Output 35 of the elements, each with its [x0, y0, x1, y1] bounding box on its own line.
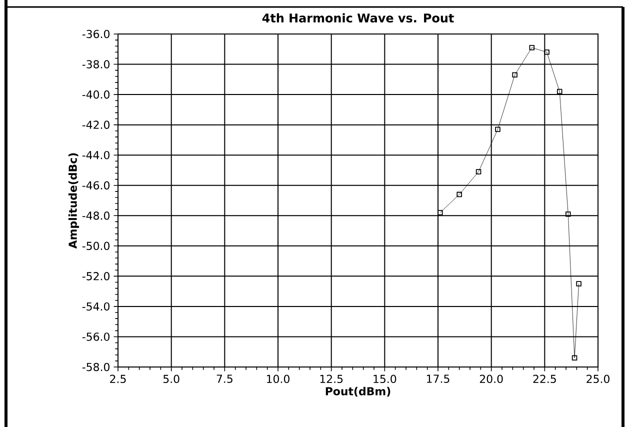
point	[456, 192, 462, 198]
x-tick-label: 5.0	[163, 374, 180, 384]
y-tick-label: -52.0	[82, 272, 110, 280]
y-tick-label: -58.0	[82, 362, 110, 372]
y-tick-label: -36.0	[82, 30, 110, 38]
point	[576, 281, 582, 286]
y-tick-label: -44.0	[82, 150, 110, 160]
point	[556, 88, 562, 94]
x-tick-label: 22.5	[533, 374, 556, 384]
y-tick-label: -48.0	[82, 212, 110, 220]
point	[512, 72, 518, 78]
point	[495, 126, 500, 132]
y-tick-label: -54.0	[82, 302, 110, 311]
chart-title: 4th Harmonic Wave vs. Pout	[262, 13, 454, 23]
x-tick-label: 17.5	[427, 374, 450, 383]
y-axis-title: Amplitude(dBc)	[68, 153, 80, 249]
y-tick-label: -40.0	[82, 90, 110, 99]
x-tick-label: 20.0	[480, 374, 503, 384]
y-tick-label: -56.0	[82, 332, 110, 341]
point	[565, 211, 571, 217]
point	[544, 50, 550, 55]
point	[572, 355, 578, 361]
point	[476, 169, 482, 174]
x-tick-label: 12.5	[320, 374, 343, 384]
x-tick-label: 2.5	[110, 374, 126, 384]
x-tick-label: 7.5	[216, 374, 232, 383]
x-tick-label: 15.0	[374, 374, 396, 384]
y-tick-label: -38.0	[82, 60, 110, 68]
y-tick-label: -42.0	[82, 120, 110, 129]
y-tick-label: -46.0	[82, 181, 110, 190]
y-tick-label: -50.0	[82, 242, 110, 250]
x-tick-label: 25.0	[586, 374, 610, 384]
x-tick-label: 10.0	[267, 374, 290, 384]
x-axis-title: Pout(dBm)	[326, 386, 390, 397]
point	[529, 44, 535, 50]
